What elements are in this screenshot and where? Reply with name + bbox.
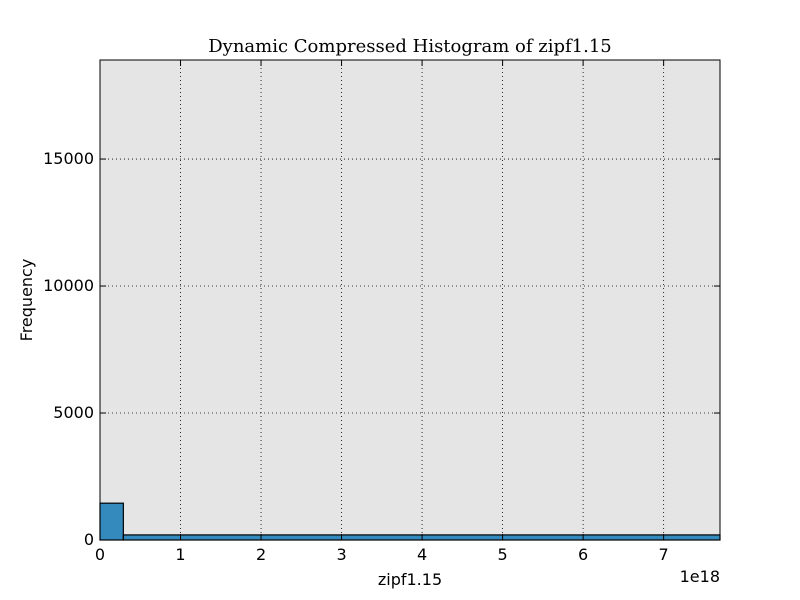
x-axis-label: zipf1.15 [378, 570, 442, 589]
x-tick-label: 5 [498, 545, 508, 564]
x-tick-label: 2 [256, 545, 266, 564]
chart-title: Dynamic Compressed Histogram of zipf1.15 [208, 36, 612, 57]
plot-frame [99, 59, 721, 541]
y-tick-label: 10000 [43, 276, 94, 295]
y-tick-label: 5000 [53, 403, 94, 422]
x-tick-label: 0 [95, 545, 105, 564]
grid [100, 60, 720, 540]
x-tick-label: 1 [175, 545, 185, 564]
plot-area [100, 60, 720, 540]
y-tick-label: 0 [84, 530, 94, 549]
x-offset-text: 1e18 [680, 567, 720, 586]
x-tick-label: 3 [336, 545, 346, 564]
y-tick-label: 15000 [43, 149, 94, 168]
x-tick-label: 7 [659, 545, 669, 564]
y-axis-label: Frequency [17, 259, 36, 342]
x-tick-label: 4 [417, 545, 427, 564]
x-tick-label: 6 [578, 545, 588, 564]
histogram-bar [99, 502, 124, 541]
ticks: 0 1 2 3 4 5 6 7 0 5000 10000 15000 [43, 60, 720, 564]
